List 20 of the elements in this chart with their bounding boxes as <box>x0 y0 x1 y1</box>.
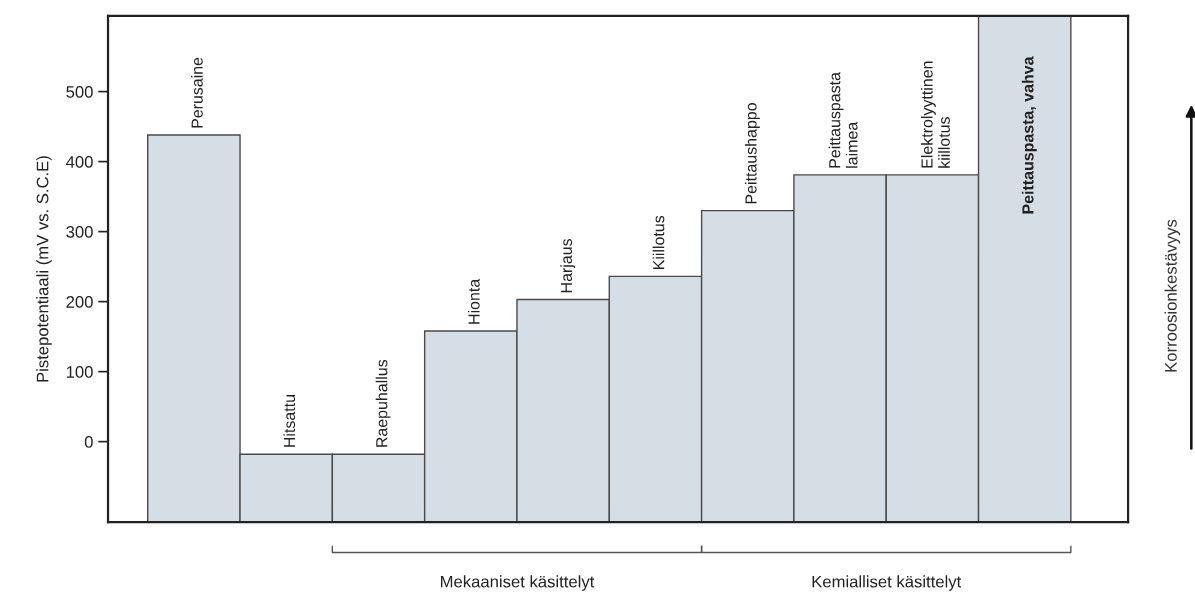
x-tick-label: Peittauspasta, vahva <box>1021 56 1037 214</box>
y-tick-label: 100 <box>66 366 93 378</box>
x-tick-label: Hitsattu <box>283 395 296 447</box>
y-tick-label: 0 <box>84 436 93 448</box>
text: Kemialliset käsittelyt <box>812 575 962 591</box>
y-axis-title: Pistepotentiaali (mV vs. S.C.E) <box>36 156 52 382</box>
x-tick-label: Perusaine <box>191 57 203 128</box>
x-tick-label: Elektrolyyttinen kiillotus <box>920 61 950 168</box>
x-tick-label: Peittaushappo <box>744 103 760 204</box>
x-tick-label: Hionta <box>467 278 480 324</box>
x-tick-label: Harjaus <box>560 238 576 293</box>
y-tick-label: 500 <box>66 85 93 98</box>
x-tick-label: Raepuhallus <box>375 359 391 447</box>
y-tick-label: 400 <box>66 156 93 168</box>
text: Korroosionkestävyys <box>1164 219 1181 372</box>
y-tick-label: 200 <box>66 296 93 308</box>
text: Mekaaniset käsittelyt <box>441 575 595 591</box>
x-tick-label: Kiillotus <box>652 215 665 270</box>
x-tick-label: Peittauspasta laimea <box>828 72 858 168</box>
y-tick-label: 300 <box>66 226 93 238</box>
